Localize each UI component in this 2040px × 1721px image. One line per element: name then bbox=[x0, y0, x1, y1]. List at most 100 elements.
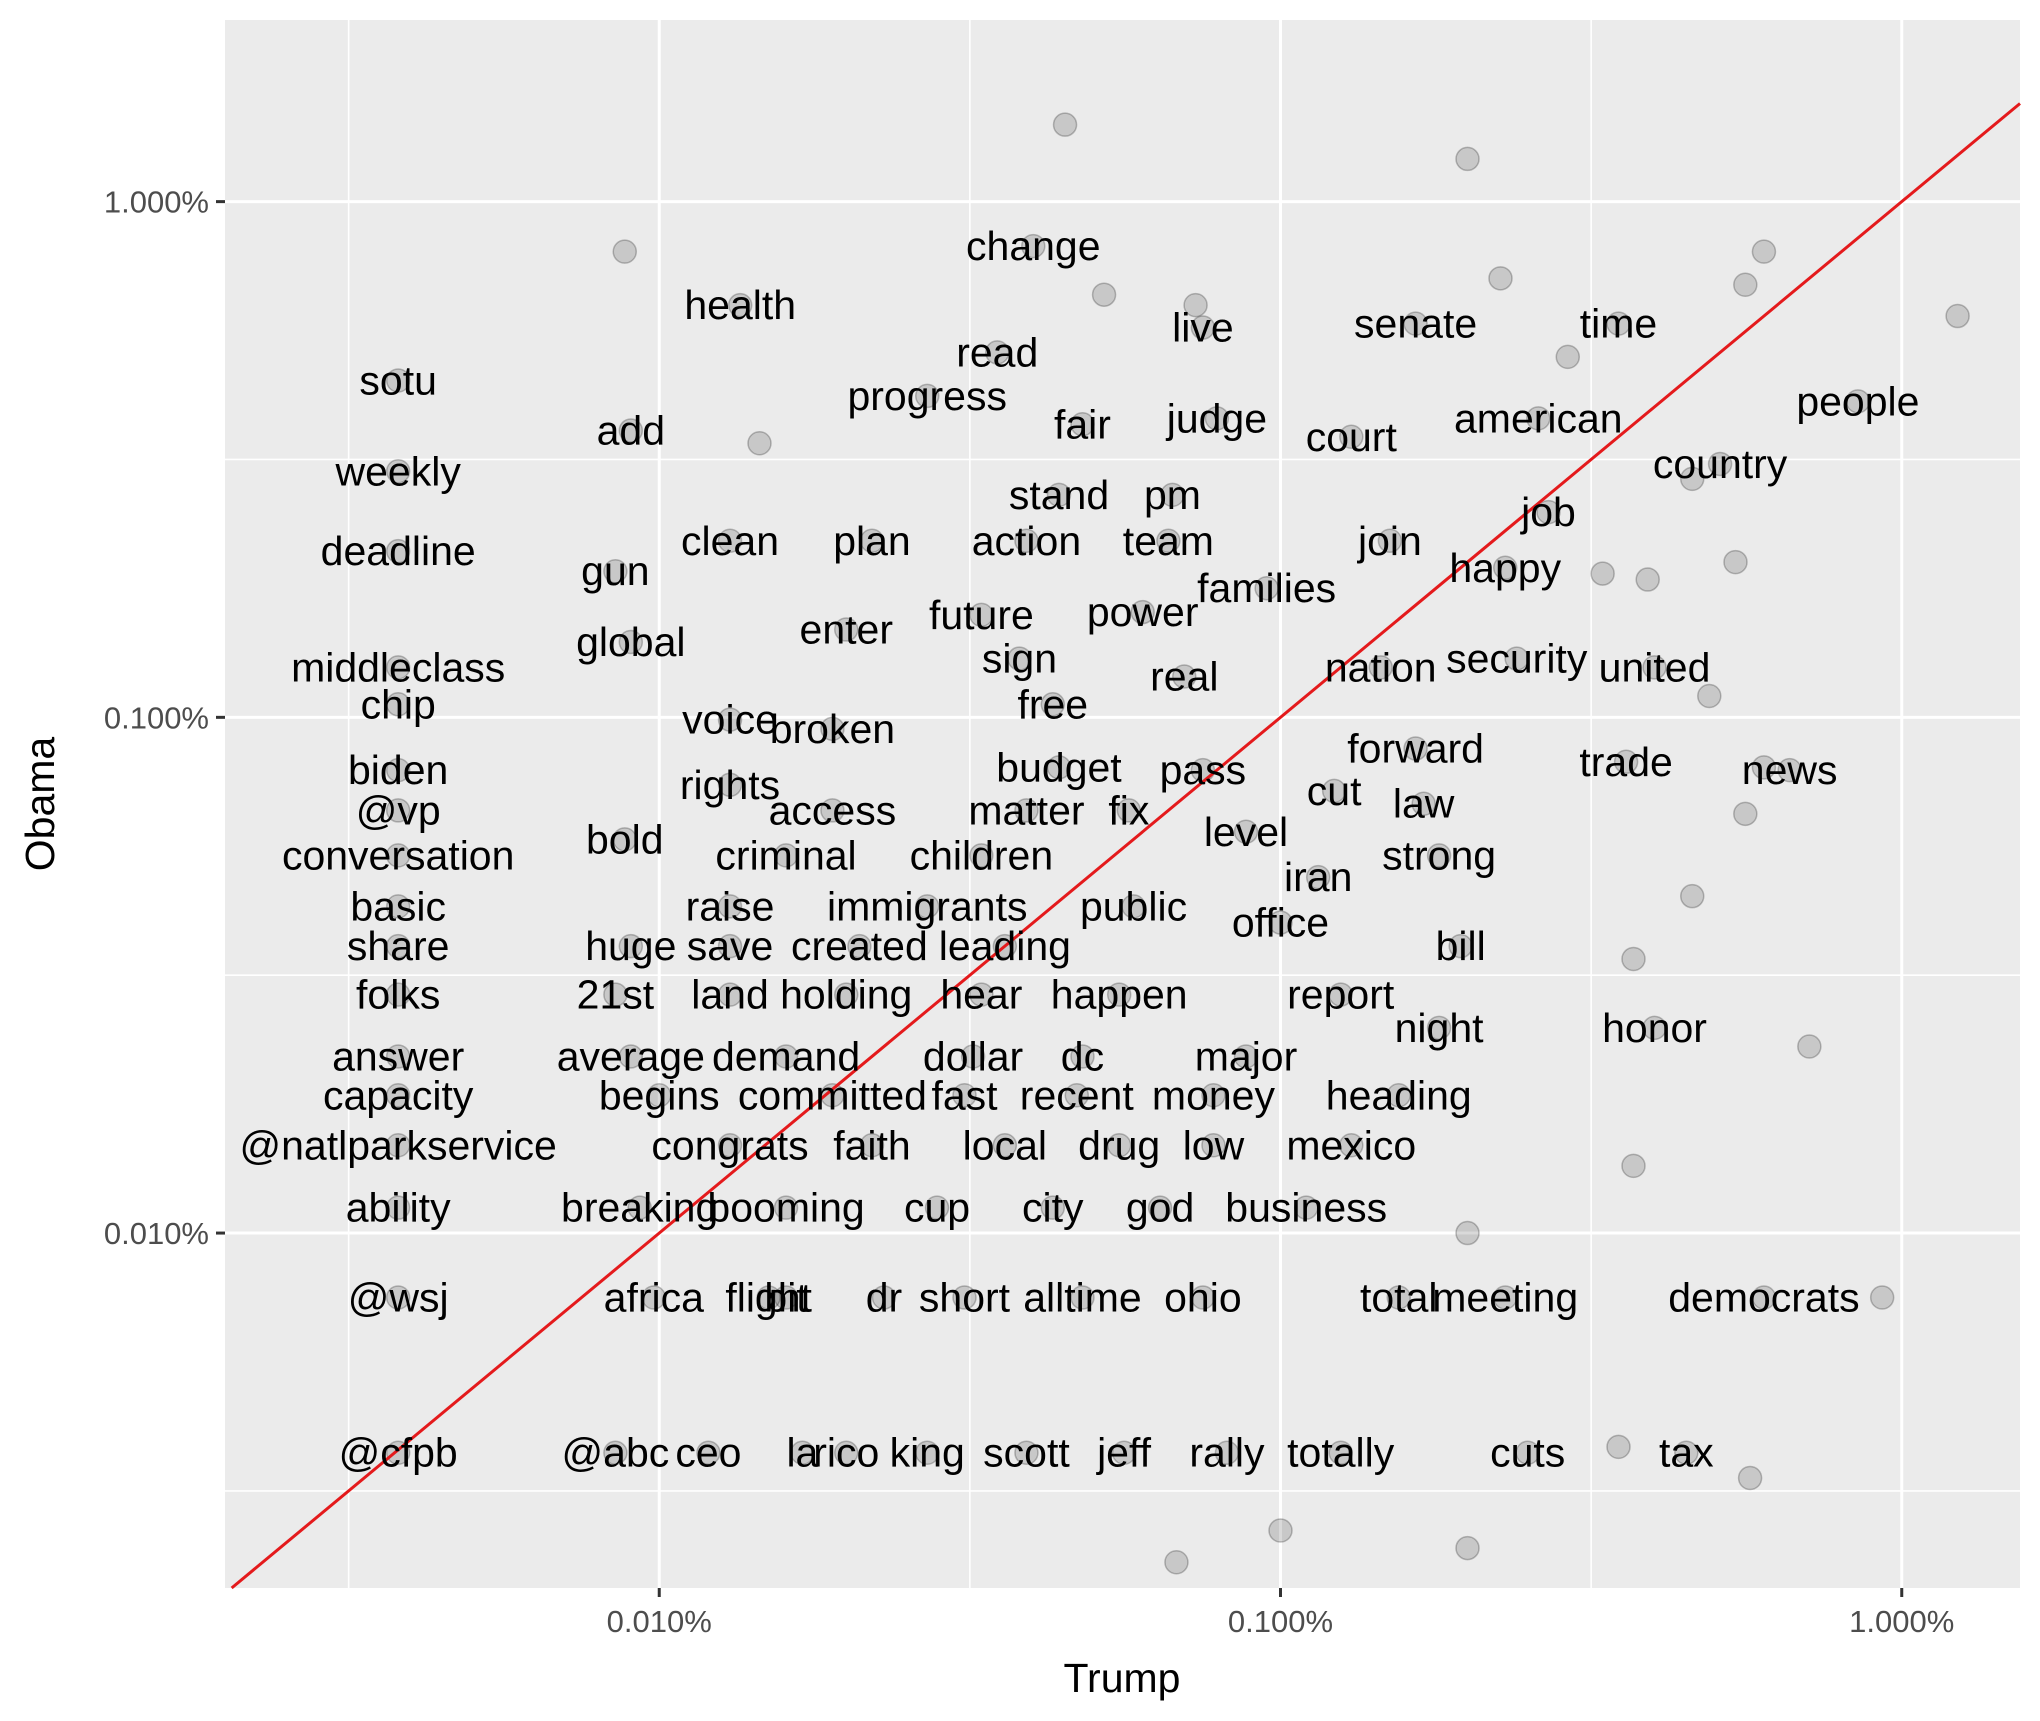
data-point bbox=[834, 982, 859, 1007]
major-gridlines bbox=[225, 20, 2020, 1588]
data-point bbox=[1723, 549, 1748, 575]
data-point bbox=[1526, 406, 1551, 431]
data-point bbox=[618, 1044, 644, 1069]
data-point bbox=[1268, 910, 1293, 935]
data-point bbox=[1377, 528, 1403, 554]
x-axis: 0.010% 0.100% 1.000% bbox=[607, 1588, 1954, 1639]
word-label: progress bbox=[847, 373, 1007, 419]
data-point bbox=[756, 1285, 781, 1310]
data-point bbox=[914, 383, 940, 409]
data-point bbox=[717, 707, 743, 732]
word-label: 21st bbox=[577, 972, 655, 1018]
word-label: land bbox=[691, 972, 769, 1018]
data-point bbox=[612, 827, 637, 852]
data-point bbox=[1751, 1285, 1777, 1310]
data-point bbox=[1172, 664, 1197, 689]
y-axis: 0.010% 0.100% 1.000% bbox=[104, 185, 225, 1251]
data-point bbox=[1121, 894, 1146, 919]
data-point bbox=[834, 1440, 859, 1465]
word-labels: change health live senate time read sotu people… bbox=[239, 223, 1919, 1476]
word-label: broken bbox=[770, 706, 895, 752]
word-label: security bbox=[1446, 636, 1588, 682]
data-point bbox=[1052, 112, 1078, 137]
data-point bbox=[1106, 1133, 1132, 1158]
word-label: voice bbox=[682, 697, 778, 743]
word-label: ohio bbox=[1164, 1274, 1242, 1320]
data-point bbox=[1368, 655, 1393, 680]
word-label: raise bbox=[686, 883, 775, 929]
data-point bbox=[618, 933, 644, 959]
word-label: booming bbox=[707, 1185, 864, 1231]
word-label: nation bbox=[1325, 644, 1437, 690]
word-label: country bbox=[1653, 441, 1788, 487]
data-point bbox=[952, 1285, 977, 1310]
word-label: access bbox=[769, 787, 897, 833]
word-label: happen bbox=[1051, 972, 1188, 1018]
word-label: power bbox=[1087, 589, 1199, 635]
data-point bbox=[385, 1044, 411, 1069]
word-label: @abc bbox=[562, 1430, 670, 1476]
data-point bbox=[385, 1083, 411, 1108]
data-point bbox=[385, 538, 411, 564]
word-label: read bbox=[956, 329, 1038, 375]
word-label: bill bbox=[1436, 923, 1486, 969]
word-label: dr bbox=[866, 1274, 902, 1320]
data-point bbox=[969, 982, 994, 1007]
word-label: american bbox=[1454, 395, 1623, 441]
word-label: night bbox=[1395, 1005, 1485, 1051]
reference-line bbox=[230, 102, 2021, 1590]
word-label: mexico bbox=[1286, 1122, 1416, 1168]
x-tick-label: 0.010% bbox=[607, 1604, 712, 1639]
y-tick-label: 0.100% bbox=[104, 700, 209, 735]
data-point bbox=[1733, 801, 1758, 827]
data-point bbox=[1328, 982, 1353, 1007]
data-point bbox=[717, 933, 743, 959]
data-point bbox=[1164, 1549, 1189, 1575]
word-label: cut bbox=[1307, 768, 1362, 814]
data-point bbox=[1014, 1440, 1039, 1465]
word-label: totally bbox=[1287, 1430, 1395, 1476]
data-point bbox=[820, 798, 845, 823]
data-point bbox=[1697, 683, 1722, 709]
data-point bbox=[612, 239, 637, 264]
word-label: total bbox=[1360, 1274, 1438, 1320]
data-point bbox=[603, 1440, 628, 1465]
word-label: job bbox=[1520, 489, 1576, 535]
word-label: happy bbox=[1449, 545, 1561, 591]
word-label: rico bbox=[813, 1430, 879, 1476]
data-point bbox=[1426, 1015, 1452, 1041]
data-point bbox=[1070, 1285, 1095, 1310]
data-point bbox=[1426, 843, 1452, 868]
word-label: share bbox=[347, 923, 450, 969]
data-point bbox=[385, 459, 411, 484]
data-point bbox=[1455, 1220, 1480, 1246]
data-point bbox=[1504, 646, 1529, 671]
data-point bbox=[618, 629, 644, 655]
data-point bbox=[1339, 1133, 1364, 1158]
x-tick-label: 1.000% bbox=[1849, 1604, 1954, 1639]
data-points bbox=[385, 112, 1970, 1575]
data-point bbox=[1751, 755, 1777, 780]
data-point bbox=[1268, 1518, 1293, 1543]
data-point bbox=[1305, 864, 1331, 890]
data-point bbox=[773, 1285, 799, 1310]
word-label: basic bbox=[350, 883, 446, 929]
word-label: conversation bbox=[282, 832, 514, 878]
data-point bbox=[1106, 982, 1132, 1007]
word-label: @vp bbox=[356, 787, 441, 833]
word-label: gun bbox=[581, 548, 649, 594]
word-label: folks bbox=[356, 972, 440, 1018]
word-label: leading bbox=[939, 923, 1071, 969]
data-point bbox=[1204, 406, 1230, 431]
data-point bbox=[1635, 567, 1660, 592]
word-label: united bbox=[1599, 644, 1711, 690]
word-label: begins bbox=[599, 1072, 720, 1118]
word-label: major bbox=[1195, 1033, 1298, 1079]
word-label: ceo bbox=[675, 1430, 741, 1476]
word-label: judge bbox=[1166, 395, 1267, 441]
data-point bbox=[1293, 1195, 1319, 1220]
word-label: iran bbox=[1284, 854, 1352, 900]
data-point bbox=[1233, 1044, 1259, 1069]
word-label: congrats bbox=[651, 1122, 808, 1168]
data-point bbox=[969, 843, 994, 868]
